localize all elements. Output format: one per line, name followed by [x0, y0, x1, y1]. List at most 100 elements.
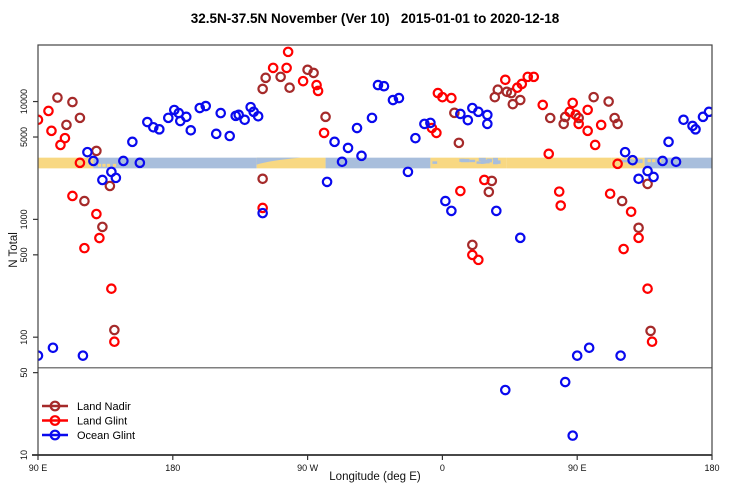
island-speck	[658, 159, 662, 163]
data-point-land-glint	[543, 148, 555, 160]
data-point-land-glint	[43, 105, 54, 117]
data-point-land-nadir	[633, 222, 644, 234]
legend-label: Land Glint	[77, 416, 127, 428]
data-point-ocean-glint	[47, 342, 59, 354]
data-point-land-nadir	[588, 91, 599, 103]
data-point-land-glint	[595, 119, 607, 131]
data-point-ocean-glint	[571, 350, 583, 361]
data-point-land-glint	[46, 125, 57, 137]
data-point-land-nadir	[109, 324, 120, 336]
data-point-ocean-glint	[615, 350, 626, 361]
chart-title: 32.5N-37.5N November (Ver 10) 2015-01-01…	[190, 11, 560, 26]
data-point-ocean-glint	[378, 80, 390, 92]
strip-ocean-patch	[492, 157, 498, 161]
data-point-ocean-glint	[410, 132, 421, 144]
data-point-ocean-glint	[233, 109, 245, 121]
data-point-ocean-glint	[446, 205, 457, 217]
strip-segment-mixed	[430, 157, 507, 169]
island-speck	[112, 163, 117, 167]
data-point-land-nadir	[505, 87, 517, 99]
y-tick-label: 500	[19, 247, 29, 262]
data-point-ocean-glint	[194, 102, 206, 114]
data-point-land-nadir	[52, 92, 63, 103]
data-point-ocean-glint	[462, 114, 474, 126]
data-point-ocean-glint	[387, 94, 399, 106]
island-speck	[652, 159, 656, 163]
data-point-land-glint	[67, 190, 78, 202]
data-point-land-glint	[537, 99, 549, 111]
data-point-land-glint	[555, 200, 567, 211]
data-point-land-nadir	[467, 239, 478, 251]
data-point-land-nadir	[645, 325, 656, 337]
legend-label: Land Nadir	[77, 401, 131, 413]
data-point-ocean-glint	[663, 136, 674, 148]
strip-ocean-patch	[459, 158, 465, 162]
data-point-ocean-glint	[110, 172, 122, 184]
data-point-land-nadir	[544, 112, 556, 124]
legend-marker	[49, 429, 61, 441]
data-point-land-nadir	[449, 107, 460, 119]
data-point-ocean-glint	[627, 154, 638, 166]
data-point-land-nadir	[453, 137, 465, 149]
series-ocean-glint	[37, 79, 713, 441]
data-point-land-nadir	[642, 178, 653, 190]
strip-ocean-patch	[478, 157, 486, 162]
data-point-land-glint	[94, 232, 105, 244]
data-point-ocean-glint	[473, 106, 484, 118]
y-tick-label: 10	[19, 450, 29, 460]
data-point-land-glint	[589, 139, 601, 151]
data-point-ocean-glint	[366, 112, 378, 124]
data-point-ocean-glint	[321, 176, 333, 188]
data-point-land-nadir	[74, 112, 86, 124]
data-point-land-glint	[570, 109, 582, 121]
strip-segment-land	[256, 157, 326, 169]
y-tick-label: 5000	[19, 127, 29, 147]
legend-label: Ocean Glint	[77, 430, 135, 442]
legend-marker	[49, 400, 61, 412]
data-point-ocean-glint	[342, 142, 354, 154]
data-point-land-nadir	[91, 145, 102, 157]
data-point-ocean-glint	[372, 79, 384, 91]
data-point-ocean-glint	[185, 125, 197, 136]
data-point-ocean-glint	[482, 118, 493, 130]
data-point-ocean-glint	[697, 111, 709, 123]
data-point-ocean-glint	[77, 350, 89, 361]
data-point-ocean-glint	[648, 171, 659, 183]
strip-ocean-patch	[492, 161, 499, 165]
strip-segment-ocean	[325, 157, 431, 169]
data-point-ocean-glint	[657, 155, 668, 167]
data-point-land-glint	[257, 202, 268, 214]
data-point-ocean-glint	[425, 117, 436, 129]
data-point-land-nadir	[97, 221, 108, 233]
data-point-land-nadir	[492, 84, 504, 96]
data-point-ocean-glint	[356, 150, 367, 162]
data-point-land-nadir	[257, 83, 268, 95]
data-point-land-glint	[455, 185, 466, 197]
data-point-ocean-glint	[163, 112, 174, 124]
data-point-land-glint	[604, 188, 616, 200]
x-tick-label: 90 E	[568, 463, 587, 473]
data-point-ocean-glint	[336, 156, 348, 168]
data-point-land-nadir	[483, 186, 495, 198]
data-point-land-nadir	[104, 180, 116, 192]
data-point-land-glint	[528, 71, 540, 83]
plot-frame	[37, 44, 713, 456]
data-point-land-glint	[633, 232, 644, 244]
data-point-land-glint	[646, 336, 658, 348]
data-point-ocean-glint	[239, 114, 250, 126]
data-point-ocean-glint	[402, 166, 414, 178]
data-point-land-nadir	[514, 94, 526, 106]
strip-segment-ocean	[644, 157, 712, 169]
data-point-land-nadir	[320, 111, 331, 123]
legend: Land Nadir Land Glint Ocean Glint	[42, 400, 135, 442]
data-point-land-nadir	[603, 96, 614, 107]
data-point-ocean-glint	[224, 130, 236, 142]
data-point-land-glint	[625, 206, 637, 218]
data-point-ocean-glint	[583, 342, 595, 354]
data-point-ocean-glint	[678, 114, 689, 126]
x-tick-label: 180	[704, 463, 719, 473]
data-point-ocean-glint	[514, 232, 526, 244]
data-point-land-nadir	[616, 195, 628, 207]
